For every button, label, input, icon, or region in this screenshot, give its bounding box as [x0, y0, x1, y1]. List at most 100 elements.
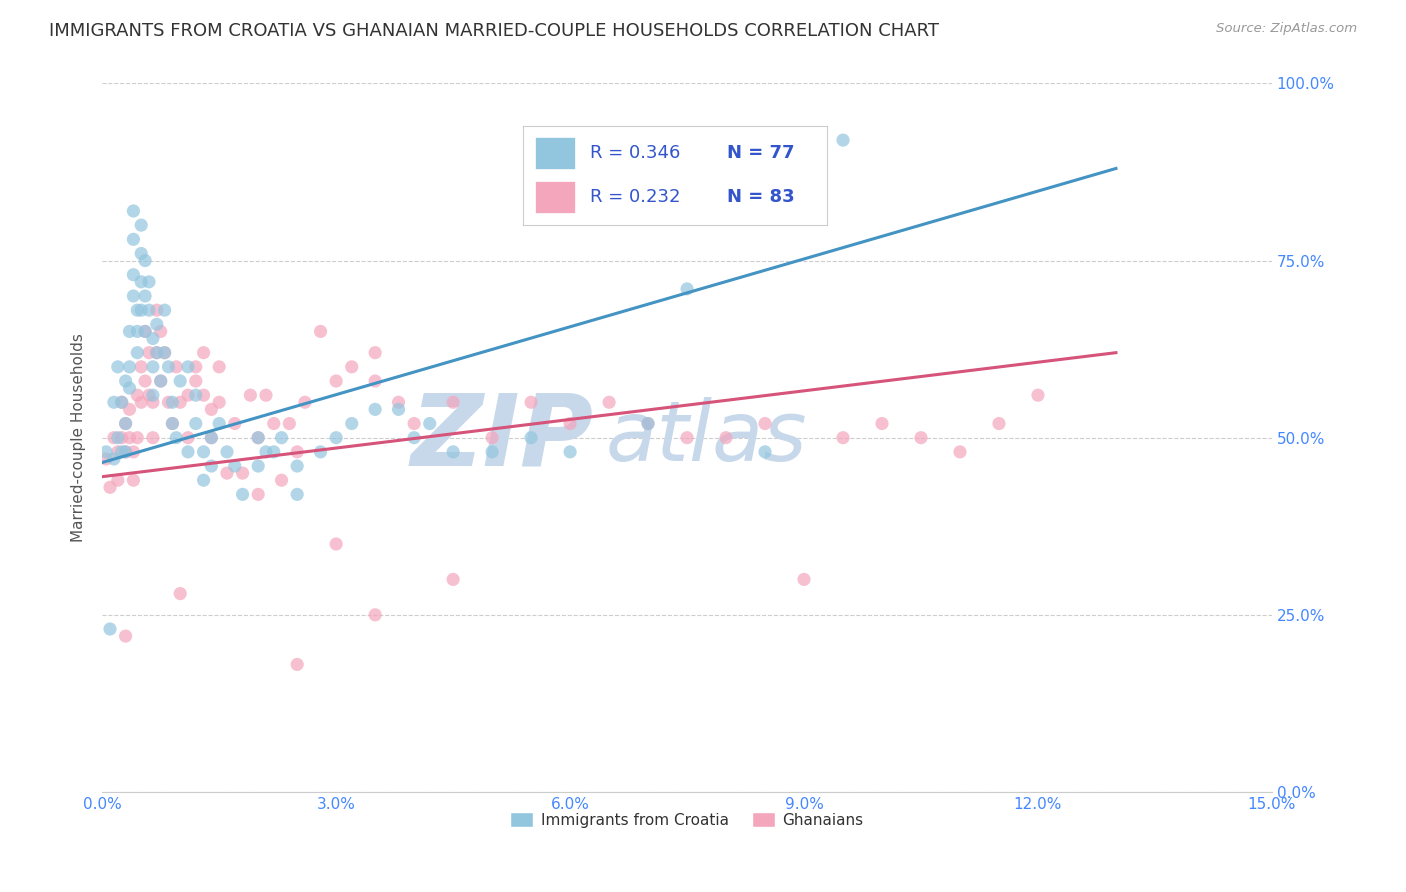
Point [364, 402, 387, 417]
Point [153, 345, 176, 359]
Point [107, 431, 129, 445]
Point [127, 325, 149, 339]
Point [325, 537, 347, 551]
Point [103, 395, 125, 409]
Point [832, 133, 855, 147]
Point [149, 374, 172, 388]
Point [481, 445, 503, 459]
Point [94, 445, 117, 459]
Point [114, 629, 136, 643]
Point [118, 402, 141, 417]
Point [111, 395, 134, 409]
Point [754, 445, 776, 459]
Point [309, 445, 332, 459]
Point [714, 431, 737, 445]
Point [364, 374, 387, 388]
Point [239, 388, 262, 402]
Point [232, 466, 254, 480]
Point [157, 359, 180, 374]
Point [138, 345, 160, 359]
Point [146, 345, 169, 359]
Point [441, 445, 464, 459]
Point [520, 395, 543, 409]
Point [162, 417, 184, 431]
Point [340, 417, 363, 431]
Point [177, 359, 200, 374]
Point [94, 452, 117, 467]
Point [364, 607, 387, 622]
Point [177, 431, 200, 445]
Point [146, 345, 169, 359]
Point [247, 458, 270, 473]
Point [215, 445, 238, 459]
Point [114, 445, 136, 459]
Point [127, 303, 149, 318]
Point [676, 431, 699, 445]
Point [129, 246, 152, 260]
Point [184, 359, 207, 374]
Point [364, 345, 387, 359]
Point [162, 395, 184, 409]
Point [309, 325, 332, 339]
Point [870, 417, 893, 431]
Point [637, 417, 659, 431]
Point [441, 395, 464, 409]
Point [193, 473, 215, 487]
Point [177, 388, 200, 402]
Point [138, 388, 160, 402]
Point [270, 431, 292, 445]
Point [263, 445, 285, 459]
Point [285, 657, 308, 672]
Y-axis label: Married-couple Households: Married-couple Households [72, 334, 86, 542]
Point [558, 417, 581, 431]
Point [169, 395, 191, 409]
Point [122, 445, 145, 459]
Point [325, 431, 347, 445]
Point [285, 445, 308, 459]
Point [193, 445, 215, 459]
Point [146, 303, 169, 318]
Point [200, 402, 222, 417]
Point [118, 359, 141, 374]
Point [142, 388, 165, 402]
Point [107, 473, 129, 487]
Point [637, 417, 659, 431]
Point [224, 417, 246, 431]
Point [832, 431, 855, 445]
Point [224, 458, 246, 473]
Point [200, 431, 222, 445]
Point [254, 388, 277, 402]
Point [193, 345, 215, 359]
Point [1026, 388, 1049, 402]
Point [247, 431, 270, 445]
Point [294, 395, 316, 409]
Point [142, 331, 165, 345]
Point [404, 431, 426, 445]
Point [165, 359, 187, 374]
Point [129, 359, 152, 374]
Point [118, 381, 141, 395]
Point [122, 473, 145, 487]
Point [949, 445, 972, 459]
Point [111, 445, 134, 459]
Point [598, 395, 620, 409]
Point [149, 374, 172, 388]
Point [103, 452, 125, 467]
Point [162, 417, 184, 431]
Point [114, 417, 136, 431]
Point [520, 431, 543, 445]
Text: atlas: atlas [605, 397, 807, 478]
Point [127, 388, 149, 402]
Point [122, 268, 145, 282]
Point [200, 458, 222, 473]
Text: IMMIGRANTS FROM CROATIA VS GHANAIAN MARRIED-COUPLE HOUSEHOLDS CORRELATION CHART: IMMIGRANTS FROM CROATIA VS GHANAIAN MARR… [49, 22, 939, 40]
Point [558, 445, 581, 459]
Point [215, 466, 238, 480]
Text: Source: ZipAtlas.com: Source: ZipAtlas.com [1216, 22, 1357, 36]
Point [111, 395, 134, 409]
Point [793, 573, 815, 587]
Point [118, 325, 141, 339]
Point [149, 325, 172, 339]
Point [107, 445, 129, 459]
Point [184, 388, 207, 402]
